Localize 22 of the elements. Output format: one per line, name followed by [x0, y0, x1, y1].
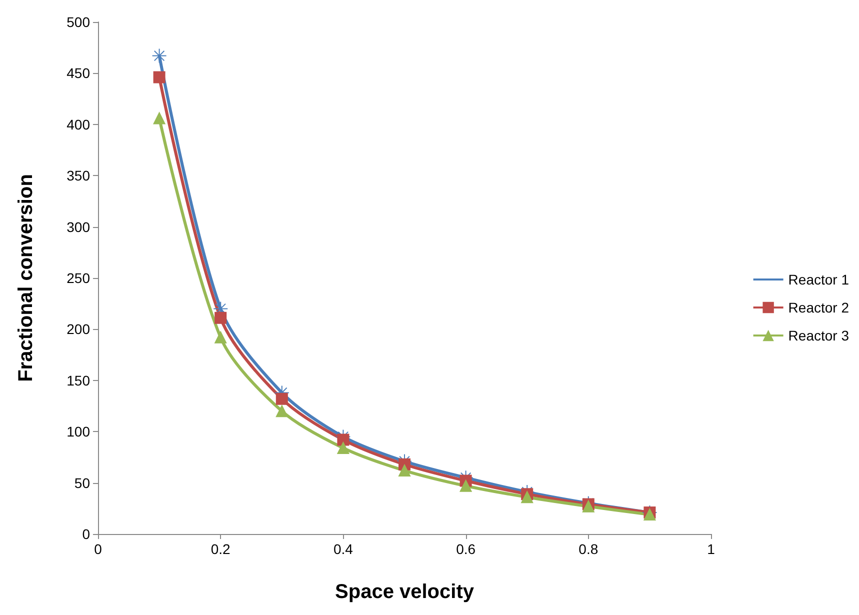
- y-tick-label: 0: [82, 526, 90, 542]
- y-tick-label: 450: [66, 65, 90, 82]
- y-tick-label: 200: [66, 321, 90, 338]
- y-tick-label: 100: [66, 424, 90, 440]
- legend-label: Reactor 1: [788, 272, 850, 288]
- x-tick-label: 0.6: [456, 541, 476, 557]
- x-tick-label: 0.2: [210, 541, 231, 557]
- legend-label: Reactor 2: [788, 300, 850, 316]
- y-tick-label: 250: [66, 270, 90, 286]
- y-axis-title: Fractional conversion: [15, 174, 37, 382]
- x-tick-label: 0.8: [578, 541, 598, 557]
- y-tick-label: 300: [66, 218, 90, 235]
- legend-label: Reactor 3: [788, 328, 850, 344]
- y-tick-label: 350: [66, 168, 90, 184]
- y-tick-label: 400: [66, 116, 90, 132]
- x-tick-label: 0: [94, 541, 102, 557]
- x-tick-label: 0.4: [333, 541, 354, 557]
- y-tick-label: 50: [74, 474, 90, 491]
- x-axis-title: Space velocity: [335, 581, 475, 603]
- x-tick-label: 1: [707, 541, 716, 557]
- y-tick-label: 500: [66, 14, 90, 30]
- y-tick-label: 150: [66, 372, 90, 388]
